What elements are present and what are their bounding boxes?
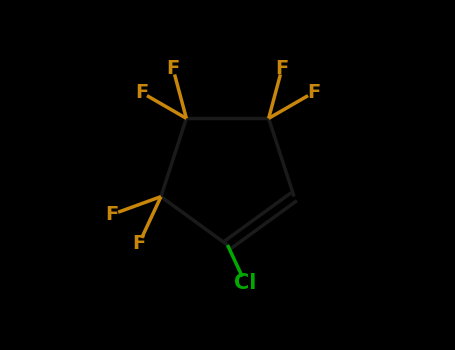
Text: F: F <box>307 83 320 102</box>
Text: Cl: Cl <box>234 273 257 293</box>
Text: F: F <box>275 59 288 78</box>
Text: F: F <box>106 205 119 224</box>
Text: F: F <box>167 59 180 78</box>
Text: F: F <box>132 234 146 253</box>
Text: F: F <box>135 83 148 102</box>
